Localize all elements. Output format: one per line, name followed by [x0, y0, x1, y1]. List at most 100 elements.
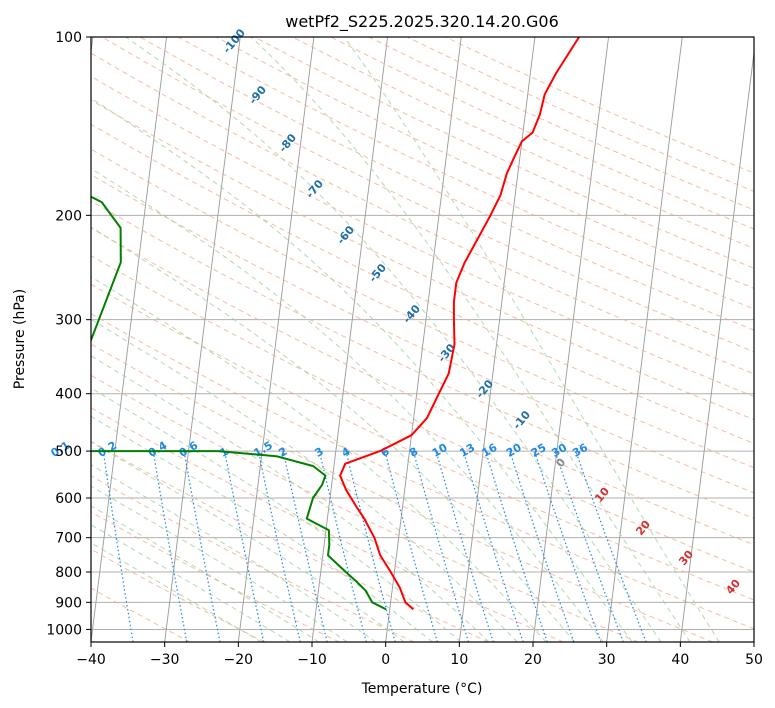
- chart-title: wetPf2_S225.2025.320.14.20.G06: [285, 12, 559, 32]
- y-tick-label: 600: [55, 491, 82, 507]
- mixing-ratio-line: [224, 450, 265, 642]
- y-axis: 100 200 300 400 500 600 700 800 900 1000: [46, 30, 91, 638]
- x-tick-label: −40: [76, 652, 106, 668]
- x-axis-label: Temperature (°C): [361, 681, 483, 697]
- moist-adiabat-line: [91, 355, 490, 642]
- y-tick-label: 1000: [46, 622, 82, 638]
- x-tick-label: 20: [524, 652, 542, 668]
- dry-adiabat-label: -10: [510, 408, 533, 432]
- dry-adiabat-line: [91, 343, 713, 642]
- dry-adiabat-line: [91, 123, 754, 444]
- x-tick-label: 50: [745, 652, 763, 668]
- moist-adiabat-label: 0: [553, 455, 568, 469]
- isotherm-line: [385, 37, 462, 642]
- sounding-series: [91, 37, 580, 611]
- dry-adiabat-line: [91, 200, 754, 520]
- x-tick-label: −30: [150, 652, 180, 668]
- isotherm-line: [237, 37, 315, 642]
- mixing-ratio-line: [318, 450, 367, 642]
- dry-adiabat-line: [139, 37, 754, 331]
- temperature-line: [339, 37, 580, 611]
- moist-adiabat-label: 20: [633, 518, 653, 538]
- y-tick-label: 300: [55, 313, 82, 329]
- mixing-ratio-label: 10: [430, 441, 450, 460]
- mixing-ratio-line: [462, 450, 524, 642]
- isotherm-line: [606, 37, 683, 642]
- mixing-ratio-line: [102, 451, 134, 642]
- dry-adiabat-line: [91, 283, 754, 601]
- dry-adiabat-line: [91, 148, 754, 469]
- dry-adiabat-line: [91, 440, 489, 642]
- mixing-ratio-line: [282, 450, 328, 642]
- mixing-ratio-label: 3: [313, 445, 326, 460]
- moist-adiabat-line: [91, 464, 377, 642]
- y-tick-label: 900: [55, 595, 82, 611]
- moist-adiabat-line: [91, 542, 262, 642]
- moist-adiabat-label: 40: [723, 577, 743, 597]
- dry-adiabat-line: [91, 255, 754, 573]
- y-tick-label: 400: [55, 387, 82, 403]
- dry-adiabat-line: [91, 174, 754, 494]
- mixing-ratio-label: 36: [570, 441, 590, 460]
- background-lines: [91, 37, 754, 642]
- y-tick-label: 200: [55, 208, 82, 224]
- mixing-ratio-line: [533, 450, 602, 642]
- y-tick-label: 800: [55, 565, 82, 581]
- dry-adiabat-label: -60: [334, 223, 357, 247]
- mixing-ratio-line: [435, 450, 494, 642]
- dry-adiabat-line: [254, 37, 754, 269]
- dry-adiabat-line: [368, 37, 754, 211]
- x-tick-label: −20: [224, 652, 254, 668]
- moist-adiabat-label: 10: [592, 485, 612, 505]
- isotherm-line: [532, 37, 610, 642]
- isotherm-line: [91, 37, 168, 642]
- dewpoint-line: [91, 195, 387, 611]
- moist-adiabat-line: [343, 37, 720, 642]
- mixing-ratio-line: [152, 450, 188, 642]
- dry-adiabat-line: [91, 475, 415, 642]
- dry-adiabat-line: [91, 407, 564, 642]
- mixing-ratio-line: [412, 450, 470, 642]
- y-tick-label: 700: [55, 531, 82, 547]
- mixing-ratio-label: 0.4: [146, 439, 170, 460]
- mixing-ratio-line: [485, 450, 548, 642]
- moist-adiabat-line: [91, 226, 575, 642]
- moist-adiabat-line: [91, 505, 320, 642]
- mixing-ratio-label: 4: [339, 445, 352, 460]
- isotherm-line: [164, 37, 241, 642]
- dry-adiabat-line: [91, 75, 754, 398]
- mixing-ratio-line: [345, 450, 396, 642]
- isotherm-line: [753, 638, 754, 642]
- dry-adiabat-line: [444, 37, 754, 174]
- moist-adiabat-line: [91, 441, 405, 642]
- y-axis-label: Pressure (hPa): [12, 289, 28, 389]
- dry-adiabat-line: [91, 511, 340, 642]
- dry-adiabat-line: [91, 227, 754, 546]
- mixing-ratio-line: [384, 450, 438, 642]
- dry-adiabat-line: [216, 37, 754, 289]
- moist-adiabat-line: [91, 167, 604, 642]
- mixing-ratio-line: [183, 450, 221, 642]
- moist-adiabat-line: [91, 276, 547, 642]
- dry-adiabat-line: [406, 37, 754, 192]
- x-tick-label: 30: [598, 652, 616, 668]
- moist-adiabat-line: [250, 37, 691, 642]
- moist-adiabat-line: [91, 485, 348, 642]
- mixing-ratio-label: 25: [529, 441, 549, 460]
- x-tick-label: 40: [671, 652, 689, 668]
- x-tick-label: 0: [381, 652, 390, 668]
- dry-adiabat-line: [91, 548, 265, 642]
- moist-adiabat-line: [91, 387, 462, 642]
- isotherm-line: [458, 37, 536, 642]
- dry-adiabat-label: -20: [473, 377, 496, 401]
- moist-adiabat-label: 30: [676, 548, 696, 568]
- mixing-ratio-line: [509, 450, 575, 642]
- mixing-ratio-line: [554, 450, 624, 642]
- dry-adiabat-line: [91, 99, 754, 421]
- isotherm-line: [679, 48, 754, 642]
- x-tick-label: −10: [297, 652, 327, 668]
- dry-adiabat-line: [91, 313, 754, 630]
- isotherm-line: [91, 37, 94, 56]
- moist-adiabat-line: [91, 415, 433, 642]
